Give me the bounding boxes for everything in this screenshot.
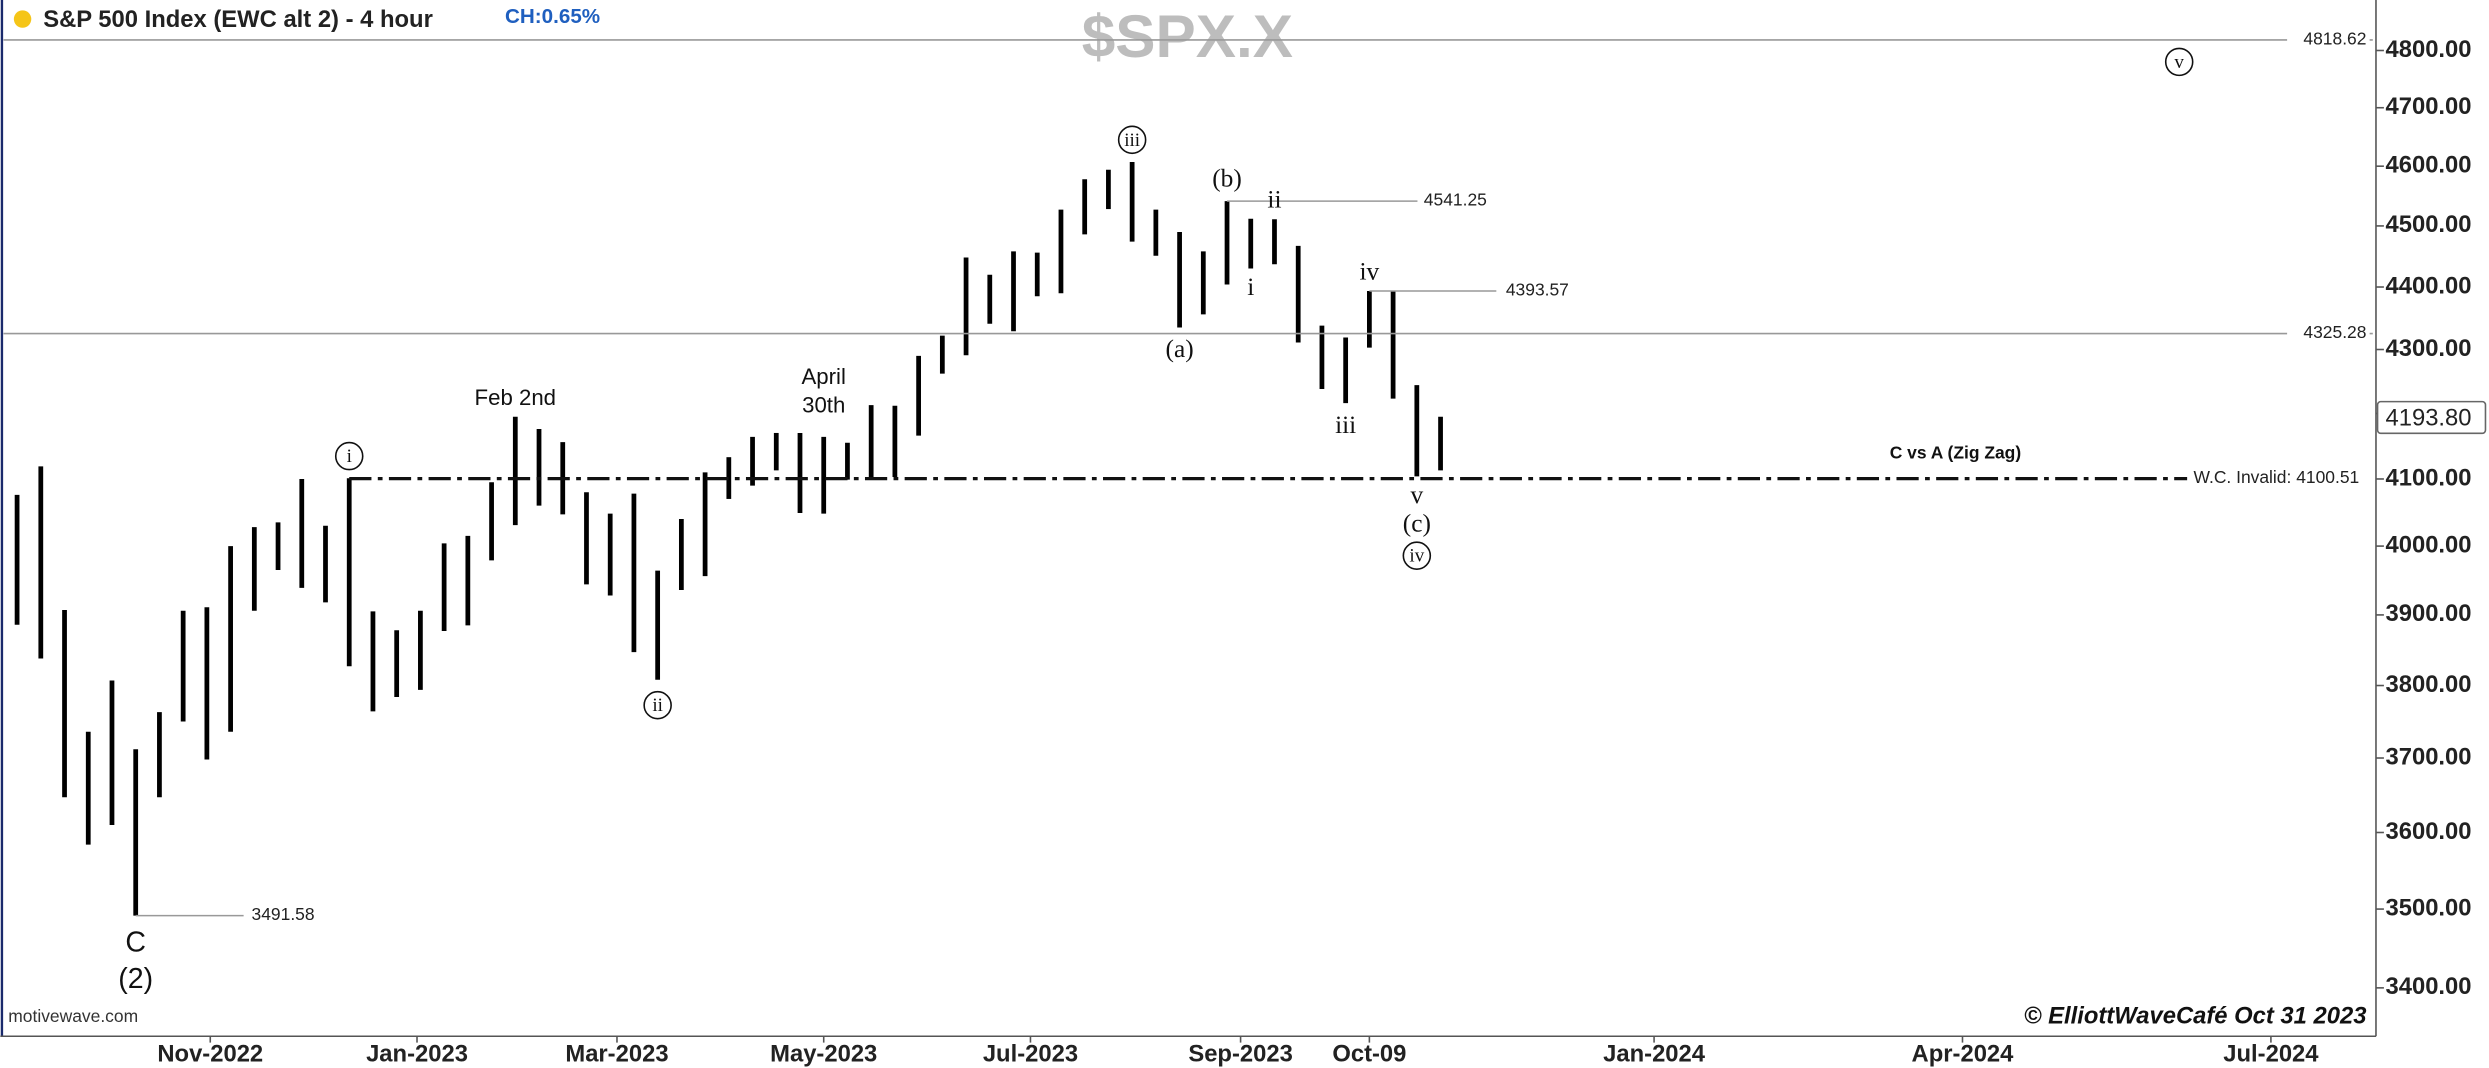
level-label-bg	[2287, 28, 2370, 52]
y-tick-label: 3500.00	[2385, 894, 2471, 921]
level-label: 4393.57	[1506, 280, 1569, 300]
status-dot	[13, 10, 32, 28]
level-label: 4325.28	[2303, 322, 2366, 342]
wave-label: April	[802, 364, 846, 389]
y-tick-label: 4000.00	[2385, 531, 2471, 558]
y-tick-label: 3600.00	[2385, 818, 2471, 845]
wave-label: ii	[652, 695, 663, 716]
last-price-label: 4193.80	[2385, 404, 2471, 431]
wave-label: iv	[1409, 546, 1424, 567]
wave-label: iii	[1124, 130, 1140, 151]
y-tick-label: 4700.00	[2385, 93, 2471, 120]
x-tick-label: Oct-09	[1332, 1041, 1406, 1068]
wave-label: (2)	[118, 963, 153, 995]
wave-circle	[1117, 125, 1147, 155]
y-tick-label: 3800.00	[2385, 671, 2471, 698]
x-tick-label: Jul-2023	[983, 1041, 1078, 1068]
wave-label: (b)	[1212, 164, 1242, 192]
x-tick-label: Mar-2023	[565, 1041, 668, 1068]
wave-circle	[643, 690, 672, 720]
chart-title: S&P 500 Index (EWC alt 2) - 4 hour	[43, 6, 433, 33]
wave-label: C vs A (Zig Zag)	[1890, 442, 2021, 462]
change-label: CH:0.65%	[505, 5, 600, 28]
source-label: motivewave.com	[8, 1006, 138, 1026]
wave-label: iii	[1335, 411, 1356, 439]
level-label: 4818.62	[2303, 29, 2366, 49]
last-price-box	[2376, 400, 2487, 435]
wave-label: (c)	[1403, 509, 1431, 537]
x-tick-label: Jul-2024	[2223, 1041, 2319, 1068]
y-tick-label: 4100.00	[2385, 464, 2471, 491]
x-tick-label: Jan-2023	[366, 1041, 468, 1068]
wave-label: i	[1247, 273, 1254, 301]
wave-label: 30th	[802, 393, 845, 418]
level-label: 3491.58	[252, 904, 315, 924]
wave-circle	[334, 441, 364, 471]
wave-circle	[1402, 541, 1432, 570]
wave-label: C	[125, 927, 146, 959]
wave-label: Feb 2nd	[475, 385, 556, 410]
x-tick-label: Sep-2023	[1188, 1041, 1293, 1068]
y-tick-label: 3900.00	[2385, 600, 2471, 627]
y-tick-label: 3700.00	[2385, 743, 2471, 770]
x-tick-label: Jan-2024	[1603, 1041, 1706, 1068]
level-label: 4541.25	[1424, 190, 1487, 210]
y-tick-label: 4500.00	[2385, 211, 2471, 238]
y-tick-label: 4800.00	[2385, 36, 2471, 63]
wave-label: (a)	[1165, 335, 1193, 363]
y-tick-label: 3400.00	[2385, 973, 2471, 1000]
wave-label: i	[347, 446, 352, 467]
x-tick-label: May-2023	[770, 1041, 877, 1068]
y-tick-label: 4300.00	[2385, 335, 2471, 362]
credit-label: © ElliottWaveCafé Oct 31 2023	[2024, 1002, 2366, 1029]
x-tick-label: Nov-2022	[157, 1041, 263, 1068]
wave-label: v	[2174, 52, 2184, 73]
wave-label: ii	[1267, 186, 1281, 214]
symbol-watermark: $SPX.X	[1082, 2, 1293, 70]
level-label-bg	[2287, 322, 2370, 345]
wave-label: iv	[1360, 257, 1380, 285]
wave-circle	[2164, 47, 2194, 77]
level-label: W.C. Invalid: 4100.51	[2193, 467, 2359, 487]
y-tick-label: 4400.00	[2385, 272, 2471, 299]
wave-label: v	[1410, 481, 1423, 509]
x-tick-label: Apr-2024	[1912, 1041, 2015, 1068]
y-tick-label: 4600.00	[2385, 151, 2471, 178]
